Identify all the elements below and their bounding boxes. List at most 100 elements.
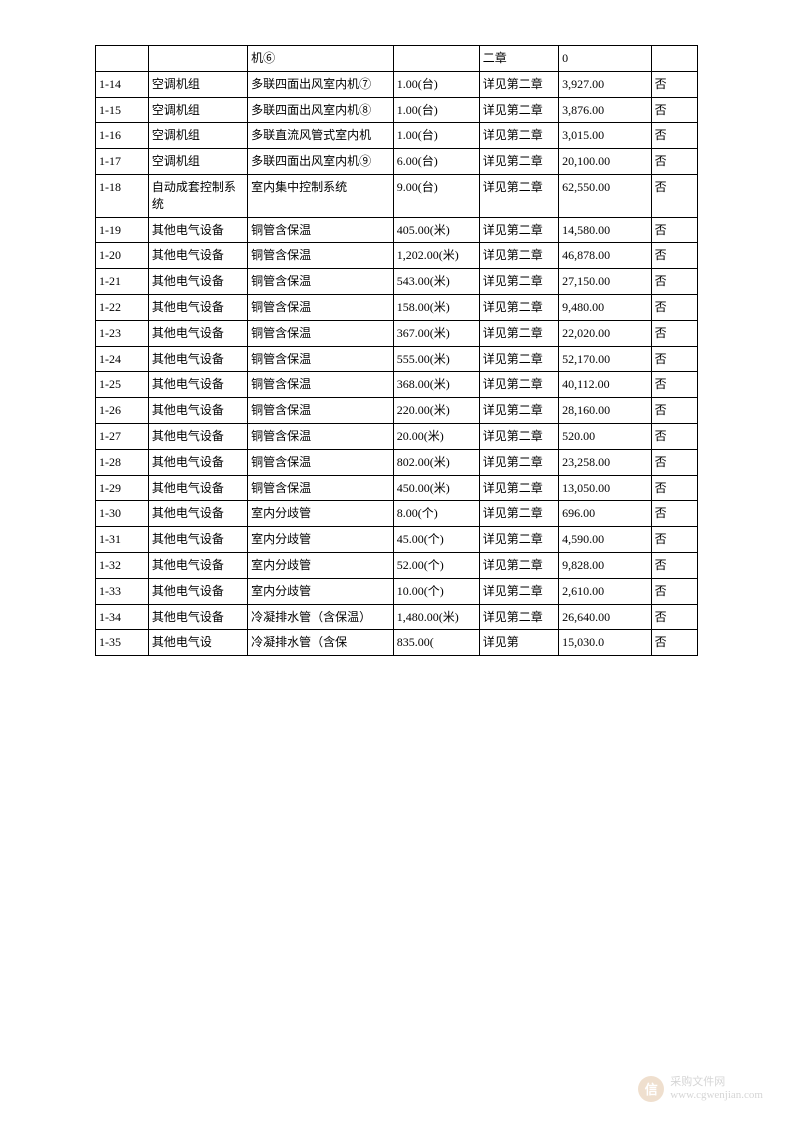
table-row: 1-15空调机组多联四面出风室内机⑧1.00(台)详见第二章3,876.00否 <box>96 97 698 123</box>
table-cell: 铜管含保温 <box>248 372 394 398</box>
table-row: 1-14空调机组多联四面出风室内机⑦1.00(台)详见第二章3,927.00否 <box>96 71 698 97</box>
table-cell: 10.00(个) <box>393 578 479 604</box>
table-cell: 否 <box>651 123 697 149</box>
table-cell: 详见第二章 <box>479 501 558 527</box>
table-cell: 其他电气设备 <box>148 372 247 398</box>
table-cell: 1,202.00(米) <box>393 243 479 269</box>
table-cell: 详见第二章 <box>479 552 558 578</box>
table-cell: 6.00(台) <box>393 149 479 175</box>
table-row: 1-19其他电气设备铜管含保温405.00(米)详见第二章14,580.00否 <box>96 217 698 243</box>
table-cell: 否 <box>651 475 697 501</box>
table-cell: 1-14 <box>96 71 149 97</box>
table-cell <box>148 46 247 72</box>
table-cell: 室内分歧管 <box>248 578 394 604</box>
table-cell: 否 <box>651 269 697 295</box>
table-cell: 详见第二章 <box>479 217 558 243</box>
table-cell: 1-18 <box>96 174 149 217</box>
table-row: 1-18自动成套控制系统室内集中控制系统9.00(台)详见第二章62,550.0… <box>96 174 698 217</box>
table-cell: 其他电气设备 <box>148 217 247 243</box>
table-cell: 否 <box>651 630 697 656</box>
table-cell: 详见第二章 <box>479 527 558 553</box>
table-cell: 1-19 <box>96 217 149 243</box>
table-row: 1-34其他电气设备冷凝排水管（含保温）1,480.00(米)详见第二章26,6… <box>96 604 698 630</box>
table-cell: 详见第二章 <box>479 71 558 97</box>
table-cell: 8.00(个) <box>393 501 479 527</box>
table-cell: 其他电气设备 <box>148 346 247 372</box>
table-cell: 铜管含保温 <box>248 346 394 372</box>
table-cell: 多联直流风管式室内机 <box>248 123 394 149</box>
table-cell: 否 <box>651 501 697 527</box>
table-cell: 其他电气设备 <box>148 449 247 475</box>
table-cell: 否 <box>651 71 697 97</box>
table-cell: 否 <box>651 398 697 424</box>
table-cell: 详见第二章 <box>479 320 558 346</box>
table-cell: 1-26 <box>96 398 149 424</box>
table-cell: 543.00(米) <box>393 269 479 295</box>
table-cell: 45.00(个) <box>393 527 479 553</box>
table-cell: 其他电气设备 <box>148 269 247 295</box>
table-cell: 详见第二章 <box>479 372 558 398</box>
table-cell: 否 <box>651 604 697 630</box>
table-cell: 其他电气设备 <box>148 501 247 527</box>
table-cell: 否 <box>651 346 697 372</box>
table-row: 1-22其他电气设备铜管含保温158.00(米)详见第二章9,480.00否 <box>96 294 698 320</box>
table-cell: 铜管含保温 <box>248 243 394 269</box>
table-cell: 46,878.00 <box>559 243 652 269</box>
table-cell: 1-20 <box>96 243 149 269</box>
table-cell: 详见第 <box>479 630 558 656</box>
table-row: 1-29其他电气设备铜管含保温450.00(米)详见第二章13,050.00否 <box>96 475 698 501</box>
table-cell: 铜管含保温 <box>248 269 394 295</box>
table-cell: 26,640.00 <box>559 604 652 630</box>
table-cell: 室内分歧管 <box>248 501 394 527</box>
watermark: 信 采购文件网 www.cgwenjian.com <box>638 1076 763 1102</box>
table-cell <box>393 46 479 72</box>
table-cell: 否 <box>651 97 697 123</box>
table-row: 1-24其他电气设备铜管含保温555.00(米)详见第二章52,170.00否 <box>96 346 698 372</box>
table-row: 1-21其他电气设备铜管含保温543.00(米)详见第二章27,150.00否 <box>96 269 698 295</box>
table-cell: 多联四面出风室内机⑦ <box>248 71 394 97</box>
table-cell: 1.00(台) <box>393 71 479 97</box>
table-cell: 详见第二章 <box>479 174 558 217</box>
table-cell: 1.00(台) <box>393 97 479 123</box>
table-cell: 1-15 <box>96 97 149 123</box>
table-row: 1-27其他电气设备铜管含保温20.00(米)详见第二章520.00否 <box>96 423 698 449</box>
table-cell: 1-31 <box>96 527 149 553</box>
table-cell: 450.00(米) <box>393 475 479 501</box>
table-cell: 其他电气设备 <box>148 398 247 424</box>
table-cell: 详见第二章 <box>479 149 558 175</box>
table-cell: 详见第二章 <box>479 243 558 269</box>
table-cell: 其他电气设备 <box>148 475 247 501</box>
table-cell: 3,015.00 <box>559 123 652 149</box>
table-cell: 详见第二章 <box>479 123 558 149</box>
table-cell: 否 <box>651 423 697 449</box>
table-row: 机⑥二章0 <box>96 46 698 72</box>
table-cell: 详见第二章 <box>479 398 558 424</box>
table-row: 1-33其他电气设备室内分歧管10.00(个)详见第二章2,610.00否 <box>96 578 698 604</box>
table-cell: 9.00(台) <box>393 174 479 217</box>
table-row: 1-30其他电气设备室内分歧管8.00(个)详见第二章696.00否 <box>96 501 698 527</box>
table-cell: 其他电气设 <box>148 630 247 656</box>
table-cell: 835.00( <box>393 630 479 656</box>
table-row: 1-35其他电气设冷凝排水管（含保835.00(详见第15,030.0否 <box>96 630 698 656</box>
table-cell: 1-21 <box>96 269 149 295</box>
table-cell: 铜管含保温 <box>248 475 394 501</box>
table-row: 1-31其他电气设备室内分歧管45.00(个)详见第二章4,590.00否 <box>96 527 698 553</box>
table-cell: 1-32 <box>96 552 149 578</box>
table-cell: 详见第二章 <box>479 475 558 501</box>
watermark-icon: 信 <box>638 1076 664 1102</box>
table-cell: 铜管含保温 <box>248 423 394 449</box>
table-cell: 14,580.00 <box>559 217 652 243</box>
table-row: 1-28其他电气设备铜管含保温802.00(米)详见第二章23,258.00否 <box>96 449 698 475</box>
table-cell: 详见第二章 <box>479 269 558 295</box>
table-cell: 否 <box>651 174 697 217</box>
table-cell: 室内集中控制系统 <box>248 174 394 217</box>
table-cell: 否 <box>651 578 697 604</box>
table-cell: 否 <box>651 149 697 175</box>
table-cell: 否 <box>651 243 697 269</box>
table-cell: 1-30 <box>96 501 149 527</box>
table-cell: 368.00(米) <box>393 372 479 398</box>
table-cell: 空调机组 <box>148 123 247 149</box>
table-cell <box>96 46 149 72</box>
table-row: 1-16空调机组多联直流风管式室内机1.00(台)详见第二章3,015.00否 <box>96 123 698 149</box>
table-row: 1-26其他电气设备铜管含保温220.00(米)详见第二章28,160.00否 <box>96 398 698 424</box>
